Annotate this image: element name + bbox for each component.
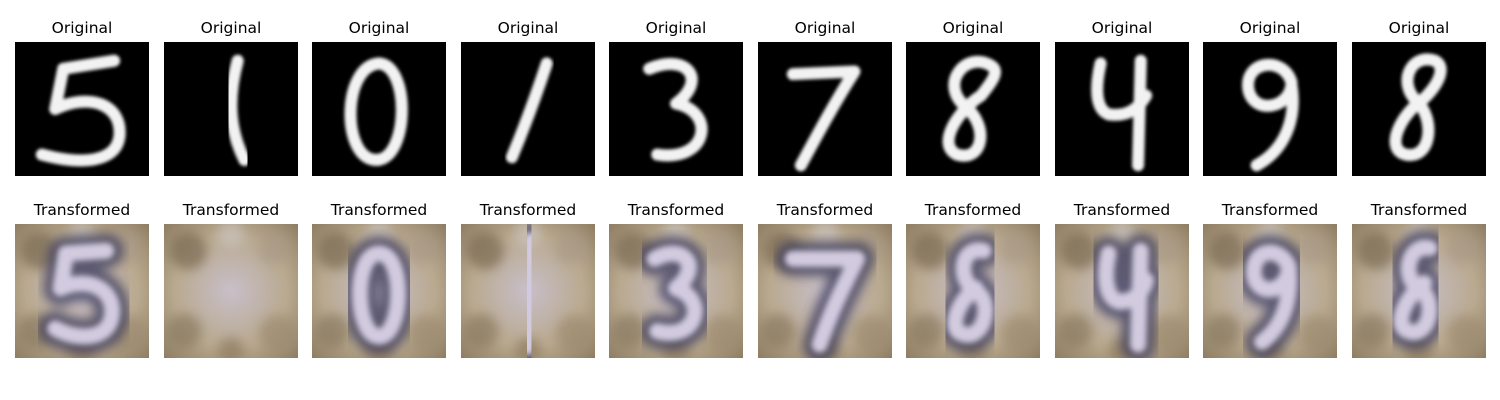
svhn-like-digit-graphic	[609, 224, 743, 358]
original-digit-image	[1352, 42, 1486, 176]
transformed-digit-image	[461, 224, 595, 358]
original-digit-image	[461, 42, 595, 176]
original-digit-image	[906, 42, 1040, 176]
svhn-like-digit-graphic	[1055, 224, 1189, 358]
mnist-digit-graphic	[461, 42, 595, 176]
panel-title: Transformed	[1055, 201, 1189, 219]
panel-title: Transformed	[461, 201, 595, 219]
svhn-like-digit-graphic	[461, 224, 595, 358]
panel-title: Original	[461, 19, 595, 37]
svhn-like-digit-graphic	[1203, 224, 1337, 358]
original-digit-image	[312, 42, 446, 176]
panel-title: Original	[164, 19, 298, 37]
panel-title: Transformed	[906, 201, 1040, 219]
original-digit-image	[609, 42, 743, 176]
svhn-like-digit-graphic	[1352, 224, 1486, 358]
mnist-digit-graphic	[609, 42, 743, 176]
svhn-like-digit-graphic	[15, 224, 149, 358]
panel-title: Original	[758, 19, 892, 37]
mnist-digit-graphic	[15, 42, 149, 176]
original-digit-image	[1203, 42, 1337, 176]
transformed-digit-image	[906, 224, 1040, 358]
mnist-digit-graphic	[1055, 42, 1189, 176]
mnist-digit-graphic	[312, 42, 446, 176]
panel-title: Original	[906, 19, 1040, 37]
original-digit-image	[164, 42, 298, 176]
svhn-like-digit-graphic	[164, 224, 298, 358]
panel-title: Original	[312, 19, 446, 37]
mnist-digit-graphic	[906, 42, 1040, 176]
transformed-digit-image	[1352, 224, 1486, 358]
panel-title: Transformed	[758, 201, 892, 219]
panel-title: Transformed	[15, 201, 149, 219]
transformed-digit-image	[1055, 224, 1189, 358]
panel-title: Transformed	[1352, 201, 1486, 219]
mnist-digit-graphic	[758, 42, 892, 176]
svhn-like-digit-graphic	[906, 224, 1040, 358]
mnist-digit-graphic	[1203, 42, 1337, 176]
panel-title: Original	[1203, 19, 1337, 37]
panel-title: Original	[609, 19, 743, 37]
panel-title: Original	[1352, 19, 1486, 37]
transformed-digit-image	[758, 224, 892, 358]
svhn-like-digit-graphic	[758, 224, 892, 358]
transformed-digit-image	[15, 224, 149, 358]
original-digit-image	[15, 42, 149, 176]
transformed-digit-image	[609, 224, 743, 358]
mnist-digit-graphic	[1352, 42, 1486, 176]
mnist-digit-graphic	[164, 42, 298, 176]
panel-title: Transformed	[1203, 201, 1337, 219]
panel-title: Original	[15, 19, 149, 37]
transformed-digit-image	[164, 224, 298, 358]
panel-title: Original	[1055, 19, 1189, 37]
svhn-like-digit-graphic	[312, 224, 446, 358]
original-digit-image	[758, 42, 892, 176]
panel-title: Transformed	[312, 201, 446, 219]
panel-title: Transformed	[609, 201, 743, 219]
transformed-digit-image	[312, 224, 446, 358]
transformed-digit-image	[1203, 224, 1337, 358]
original-digit-image	[1055, 42, 1189, 176]
panel-title: Transformed	[164, 201, 298, 219]
